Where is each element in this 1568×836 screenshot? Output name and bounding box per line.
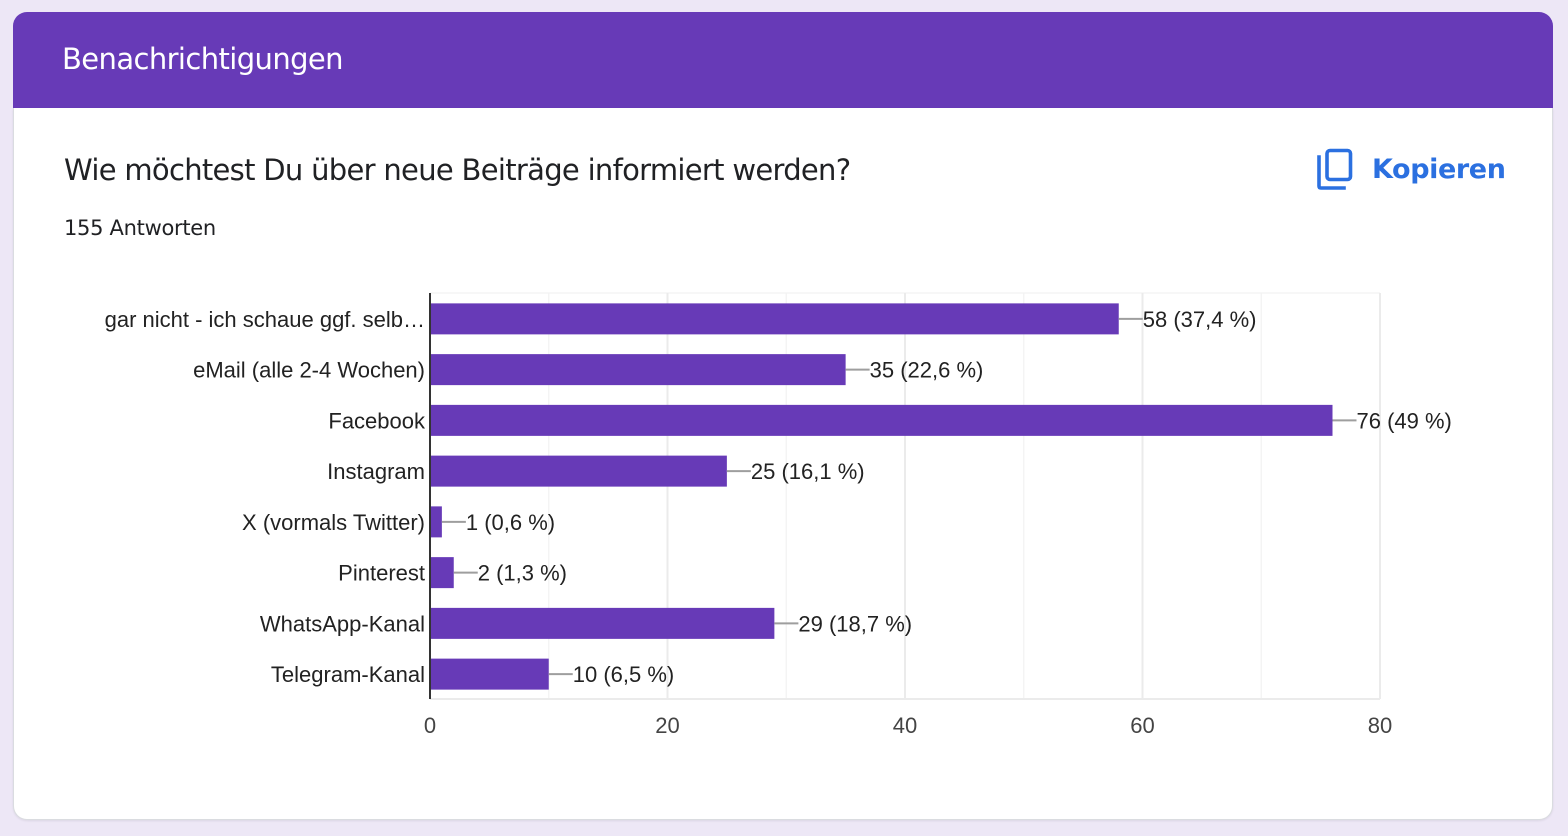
question-title: Wie möchtest Du über neue Beiträge infor… <box>64 153 851 187</box>
response-count: 155 Antworten <box>64 216 216 240</box>
question-summary-card: Wie möchtest Du über neue Beiträge infor… <box>13 108 1553 820</box>
content-copy-icon <box>1316 148 1354 190</box>
copy-chart-button[interactable]: Kopieren <box>1310 144 1512 194</box>
copy-label: Kopieren <box>1372 153 1506 185</box>
section-title: Benachrichtigungen <box>62 42 344 76</box>
section-header: Benachrichtigungen <box>13 12 1553 108</box>
